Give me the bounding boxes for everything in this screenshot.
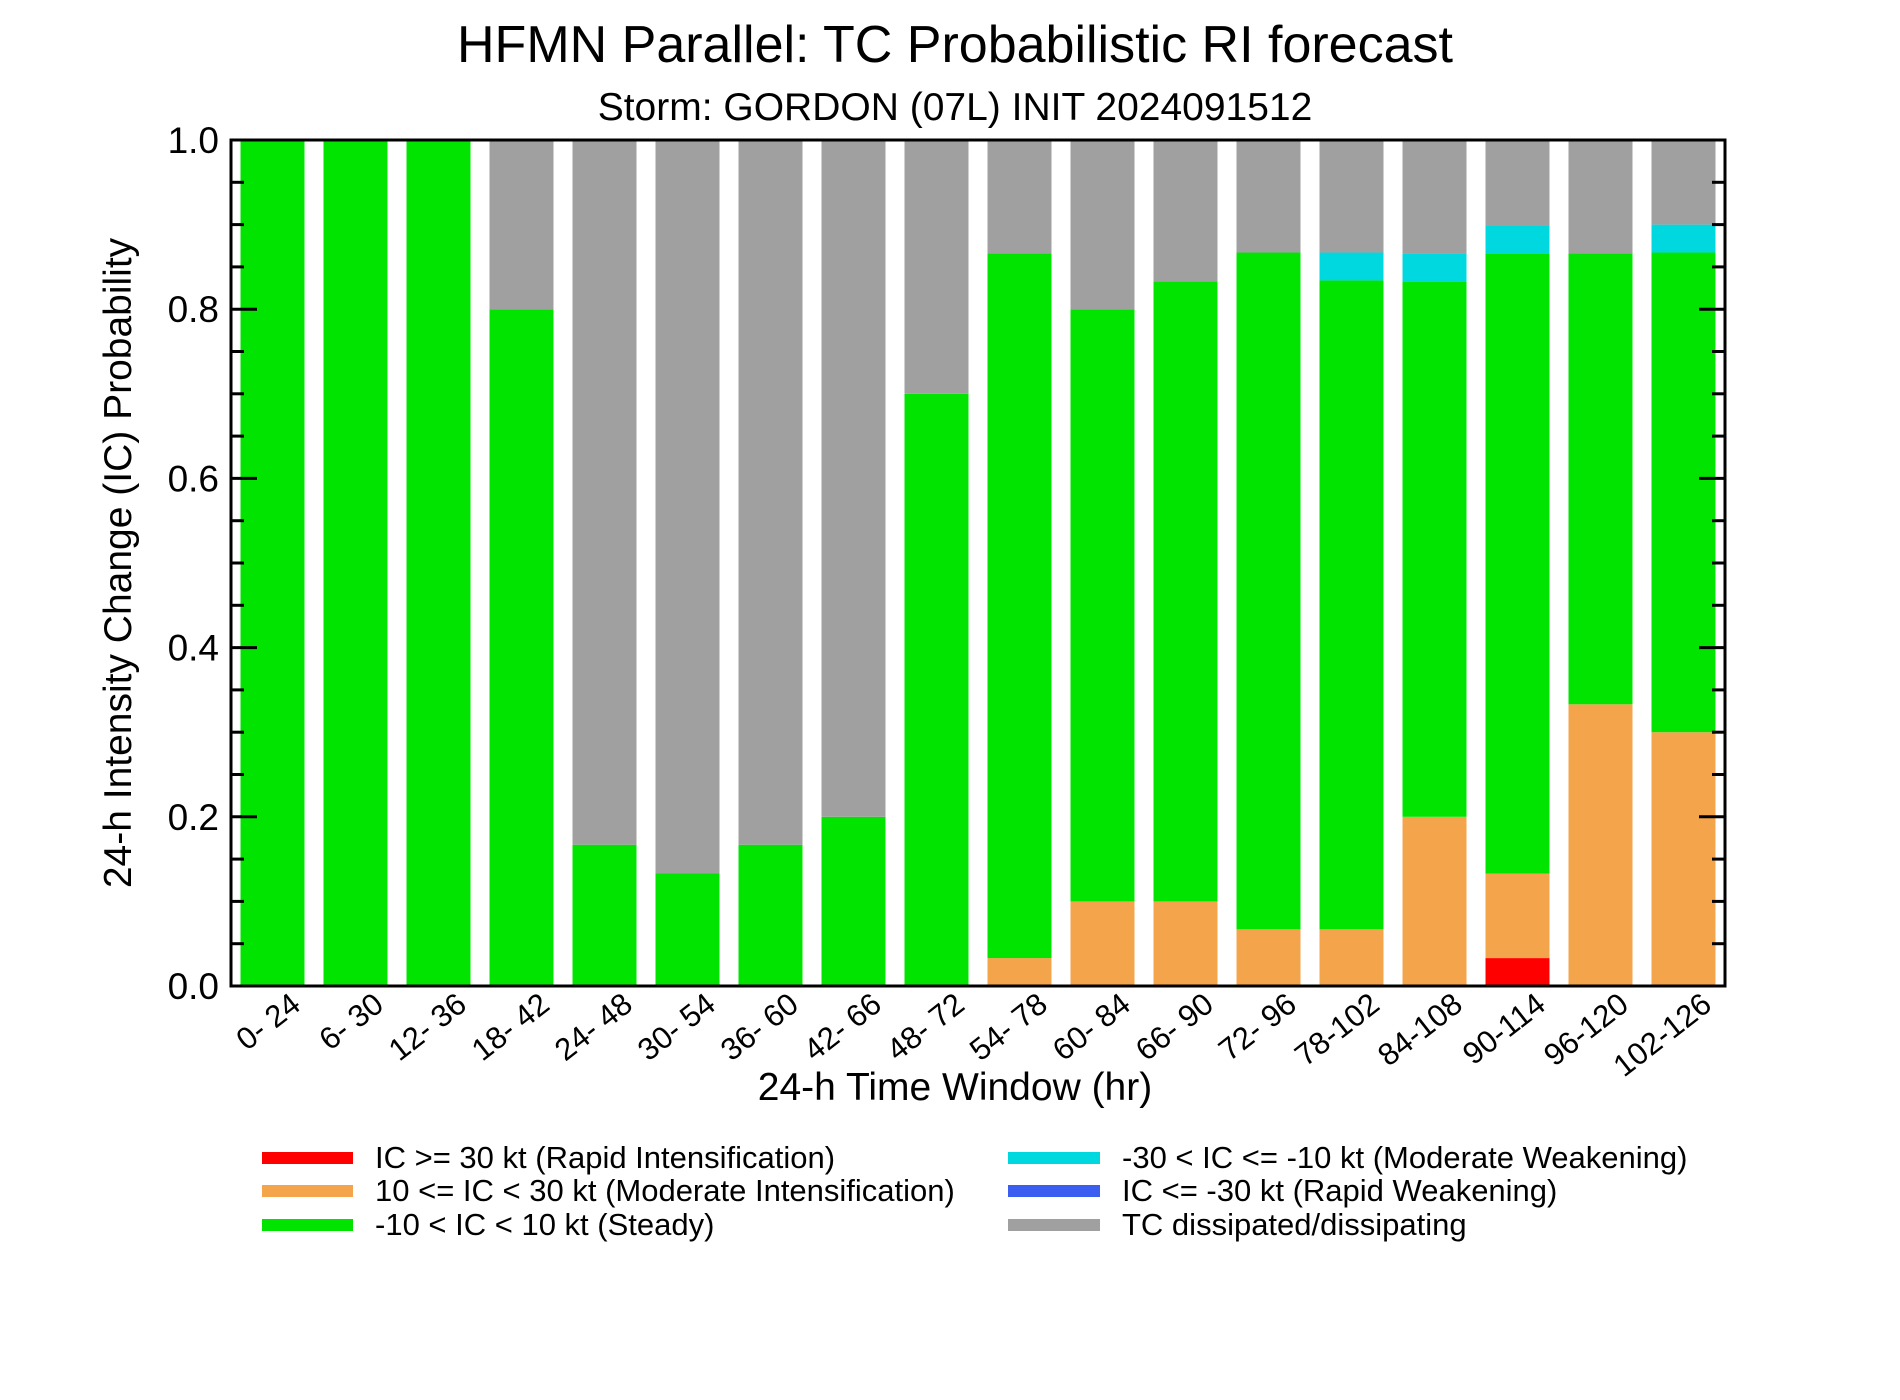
y-tick-label: 0.8	[168, 289, 219, 330]
bar-segment-66-90-series-1	[1153, 901, 1218, 986]
bar-segment-90-114-series-1	[1485, 873, 1550, 959]
x-tick-label: 78-102	[1288, 986, 1386, 1073]
bar-segment-0-24-series-2	[240, 140, 305, 986]
bar-segment-96-120-series-5	[1568, 140, 1633, 254]
x-tick-label: 18- 42	[465, 986, 556, 1068]
bar-segment-72-96-series-5	[1236, 140, 1301, 253]
bar-segment-24-48-series-2	[572, 844, 637, 986]
bar-segment-42-66-series-5	[821, 140, 886, 817]
bar-segment-60-84-series-1	[1070, 901, 1135, 986]
x-tick-label: 90-114	[1456, 986, 1552, 1072]
bar-segment-18-42-series-2	[489, 309, 554, 986]
bar-segment-12-36-series-2	[406, 140, 471, 986]
x-tick-label: 66- 90	[1129, 986, 1220, 1068]
chart-subtitle: Storm: GORDON (07L) INIT 2024091512	[598, 86, 1313, 129]
bar-segment-90-114-series-3	[1485, 225, 1550, 254]
x-tick-label: 72- 96	[1212, 986, 1303, 1068]
bar-segment-72-96-series-1	[1236, 929, 1301, 986]
bars-group	[240, 140, 1716, 986]
y-tick-label: 0.0	[168, 966, 219, 1007]
chart-title: HFMN Parallel: TC Probabilistic RI forec…	[457, 16, 1454, 74]
legend-label: 10 <= IC < 30 kt (Moderate Intensificati…	[375, 1173, 955, 1208]
x-tick-label: 24- 48	[548, 986, 639, 1068]
x-tick-label: 36- 60	[714, 986, 805, 1068]
y-tick-label: 0.2	[168, 797, 219, 838]
bar-segment-66-90-series-5	[1153, 140, 1218, 282]
bar-segment-54-78-series-5	[987, 140, 1052, 254]
legend-label: -30 < IC <= -10 kt (Moderate Weakening)	[1122, 1140, 1687, 1175]
bar-segment-54-78-series-1	[987, 958, 1052, 986]
bar-segment-60-84-series-5	[1070, 140, 1135, 310]
bar-segment-18-42-series-5	[489, 140, 554, 310]
bar-segment-78-102-series-1	[1319, 929, 1384, 986]
bar-segment-102-126-series-3	[1651, 224, 1716, 253]
bar-segment-84-108-series-1	[1402, 816, 1467, 986]
bar-segment-72-96-series-2	[1236, 252, 1301, 930]
bar-segment-96-120-series-2	[1568, 253, 1633, 705]
y-tick-label: 1.0	[168, 120, 219, 161]
bar-segment-36-60-series-2	[738, 844, 803, 986]
bar-segment-36-60-series-5	[738, 140, 803, 845]
x-tick-label: 42- 66	[797, 986, 888, 1068]
x-tick-label: 0- 24	[230, 986, 307, 1057]
bar-segment-90-114-series-5	[1485, 140, 1550, 226]
plot-frame	[229, 138, 1727, 988]
legend-label: TC dissipated/dissipating	[1122, 1207, 1467, 1242]
bar-segment-102-126-series-2	[1651, 252, 1716, 733]
legend: IC >= 30 kt (Rapid Intensification)10 <=…	[262, 1140, 1687, 1242]
bar-segment-48-72-series-2	[904, 393, 969, 986]
bar-segment-60-84-series-2	[1070, 309, 1135, 902]
bar-segment-30-54-series-5	[655, 140, 720, 874]
x-tick-label: 30- 54	[631, 986, 722, 1068]
y-axis-label: 24-h Intensity Change (IC) Probability	[97, 237, 140, 888]
x-tick-label: 48- 72	[880, 986, 971, 1068]
x-axis-label: 24-h Time Window (hr)	[758, 1066, 1152, 1109]
bar-segment-102-126-series-1	[1651, 732, 1716, 986]
bar-segment-30-54-series-2	[655, 873, 720, 986]
bar-segment-90-114-series-2	[1485, 253, 1550, 874]
bar-segment-54-78-series-2	[987, 253, 1052, 959]
y-tick-label: 0.6	[168, 458, 219, 499]
x-tick-label: 60- 84	[1046, 986, 1137, 1068]
bar-segment-6-30-series-2	[323, 140, 388, 986]
bar-segment-102-126-series-5	[1651, 140, 1716, 225]
legend-label: IC >= 30 kt (Rapid Intensification)	[375, 1140, 835, 1175]
bar-segment-84-108-series-2	[1402, 281, 1467, 817]
legend-label: -10 < IC < 10 kt (Steady)	[375, 1207, 714, 1242]
legend-label: IC <= -30 kt (Rapid Weakening)	[1122, 1173, 1557, 1208]
x-tick-label: 6- 30	[313, 986, 390, 1057]
bar-segment-48-72-series-5	[904, 140, 969, 394]
bar-segment-42-66-series-2	[821, 816, 886, 986]
x-tick-label: 54- 78	[963, 986, 1054, 1068]
bar-segment-78-102-series-2	[1319, 280, 1384, 930]
x-tick-label: 84-108	[1371, 986, 1469, 1073]
bar-segment-96-120-series-1	[1568, 704, 1633, 986]
bar-segment-84-108-series-3	[1402, 253, 1467, 282]
y-axis: 0.0 0.2 0.4 0.6 0.8 1.0	[168, 120, 1725, 1007]
y-tick-label: 0.4	[168, 628, 219, 669]
bar-segment-78-102-series-3	[1319, 252, 1384, 281]
x-tick-label: 12- 36	[382, 986, 473, 1068]
bar-segment-84-108-series-5	[1402, 140, 1467, 254]
bar-segment-24-48-series-5	[572, 140, 637, 845]
bar-segment-90-114-series-0	[1485, 958, 1550, 986]
bar-segment-66-90-series-2	[1153, 281, 1218, 902]
bar-segment-78-102-series-5	[1319, 140, 1384, 253]
